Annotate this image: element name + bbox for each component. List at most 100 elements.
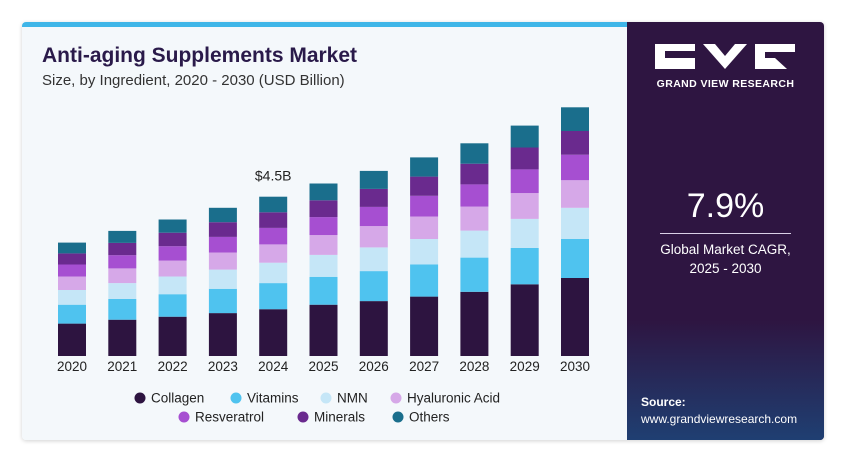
bar-segment-2023-vitamins <box>208 288 237 314</box>
bar-segment-2023-resveratrol <box>208 236 237 253</box>
bar-segment-2027-resveratrol <box>410 195 439 217</box>
bar-segment-2028-others <box>460 143 489 164</box>
bar-segment-2027-collagen <box>410 296 439 356</box>
bar-segment-2030-nmn <box>561 207 589 239</box>
bar-segment-2028-hyaluronic-acid <box>460 206 489 231</box>
bar-segment-2026-others <box>359 170 388 189</box>
x-tick-label-2022: 2022 <box>158 359 188 374</box>
bar-segment-2026-collagen <box>359 301 388 356</box>
brand-name: GRAND VIEW RESEARCH <box>656 78 795 90</box>
bar-segment-2025-collagen <box>309 304 338 356</box>
x-tick-label-2030: 2030 <box>560 359 590 374</box>
bar-segment-2024-resveratrol <box>259 227 288 245</box>
bar-segment-2027-vitamins <box>410 264 439 297</box>
bar-segment-2023-others <box>208 207 237 223</box>
cagr-value: 7.9% <box>686 187 765 225</box>
bar-segment-2022-collagen <box>158 316 187 356</box>
legend-marker-collagen <box>134 392 146 404</box>
bar-segment-2028-minerals <box>460 163 489 185</box>
bar-segment-2027-nmn <box>410 239 439 265</box>
bar-segment-2020-vitamins <box>58 304 86 324</box>
bar-segment-2027-others <box>410 157 439 177</box>
legend-marker-resveratrol <box>178 411 190 423</box>
stacked-bar-chart: 2020 2021 2022 2023 2024 $4.5B 2025 2026 2027 202… <box>57 107 590 425</box>
bar-segment-2027-minerals <box>410 176 439 196</box>
cagr-label: Global Market CAGR, 2025 - 2030 <box>627 240 824 278</box>
bar-segment-2030-minerals <box>561 131 589 155</box>
data-label-2024: $4.5B <box>255 168 292 184</box>
bar-segment-2021-collagen <box>108 319 137 356</box>
bar-segment-2022-others <box>158 219 187 233</box>
bar-segment-2022-hyaluronic-acid <box>158 260 187 277</box>
chart-panel: Anti-aging Supplements Market Size, by I… <box>22 22 627 440</box>
bar-segment-2029-nmn <box>510 218 539 248</box>
bar-segment-2026-minerals <box>359 188 388 207</box>
bar-segment-2028-resveratrol <box>460 184 489 207</box>
bar-segment-2026-vitamins <box>359 271 388 302</box>
legend-marker-nmn <box>320 392 332 404</box>
bar-segment-2025-hyaluronic-acid <box>309 235 338 255</box>
x-tick-label-2023: 2023 <box>208 359 238 374</box>
bar-segment-2025-others <box>309 183 338 201</box>
bar-segment-2026-nmn <box>359 247 388 272</box>
bar-segment-2025-minerals <box>309 200 338 218</box>
bar-segment-2022-resveratrol <box>158 246 187 261</box>
bar-segment-2020-nmn <box>58 290 86 305</box>
bar-segment-2021-others <box>108 230 137 243</box>
bar-segment-2029-collagen <box>510 284 539 356</box>
legend-label-hyaluronic-acid: Hyaluronic Acid <box>407 391 500 406</box>
legend-marker-vitamins <box>230 392 242 404</box>
x-tick-label-2025: 2025 <box>308 359 338 374</box>
legend-marker-others <box>392 411 404 423</box>
bar-segment-2026-hyaluronic-acid <box>359 226 388 248</box>
bar-segment-2030-collagen <box>561 278 589 356</box>
legend-marker-hyaluronic-acid <box>390 392 402 404</box>
accent-bar <box>22 22 627 27</box>
side-panel-grid-band <box>627 320 824 440</box>
bar-segment-2022-minerals <box>158 232 187 247</box>
bar-segment-2021-hyaluronic-acid <box>108 268 137 284</box>
bar-segment-2028-collagen <box>460 291 489 356</box>
bar-segment-2026-resveratrol <box>359 206 388 227</box>
legend-label-resveratrol: Resveratrol <box>195 410 264 425</box>
legend-label-vitamins: Vitamins <box>247 391 299 406</box>
bar-segment-2023-collagen <box>208 313 237 356</box>
legend-label-collagen: Collagen <box>151 391 204 406</box>
x-tick-label-2020: 2020 <box>57 359 87 374</box>
bar-segment-2025-resveratrol <box>309 217 338 236</box>
chart-title: Anti-aging Supplements Market <box>42 44 358 67</box>
bar-segment-2030-others <box>561 107 589 131</box>
bar-segment-2023-nmn <box>208 269 237 289</box>
bar-segment-2020-collagen <box>58 323 86 356</box>
side-panel: GRAND VIEW RESEARCH 7.9% Global Market C… <box>627 22 824 440</box>
x-tick-label-2021: 2021 <box>107 359 137 374</box>
x-tick-label-2024: 2024 <box>258 359 289 374</box>
legend-label-minerals: Minerals <box>314 410 365 425</box>
bar-segment-2023-hyaluronic-acid <box>208 252 237 270</box>
legend-marker-minerals <box>297 411 309 423</box>
bar-segment-2021-resveratrol <box>108 255 137 269</box>
gvr-logo-icon <box>655 44 795 69</box>
legend-label-others: Others <box>409 410 450 425</box>
bar-segment-2022-nmn <box>158 276 187 295</box>
bar-segment-2024-minerals <box>259 212 288 228</box>
bar-segment-2027-hyaluronic-acid <box>410 216 439 239</box>
bar-segment-2025-nmn <box>309 254 338 277</box>
bar-segment-2024-others <box>259 196 288 213</box>
bar-segment-2020-resveratrol <box>58 264 86 277</box>
bar-segment-2024-vitamins <box>259 283 288 310</box>
bar-segment-2030-resveratrol <box>561 154 589 181</box>
x-tick-label-2026: 2026 <box>359 359 389 374</box>
bar-segment-2020-minerals <box>58 253 86 265</box>
chart-subtitle: Size, by Ingredient, 2020 - 2030 (USD Bi… <box>42 72 345 89</box>
bar-segment-2028-vitamins <box>460 257 489 292</box>
cagr-divider <box>660 233 791 234</box>
x-tick-label-2027: 2027 <box>409 359 439 374</box>
bar-segment-2030-hyaluronic-acid <box>561 180 589 208</box>
bar-segment-2021-vitamins <box>108 299 137 320</box>
bar-segment-2024-hyaluronic-acid <box>259 244 288 263</box>
source-url: www.grandviewresearch.com <box>641 412 798 426</box>
bar-segment-2030-vitamins <box>561 239 589 278</box>
infographic-card: Anti-aging Supplements Market Size, by I… <box>22 22 824 440</box>
bar-segment-2029-minerals <box>510 147 539 170</box>
